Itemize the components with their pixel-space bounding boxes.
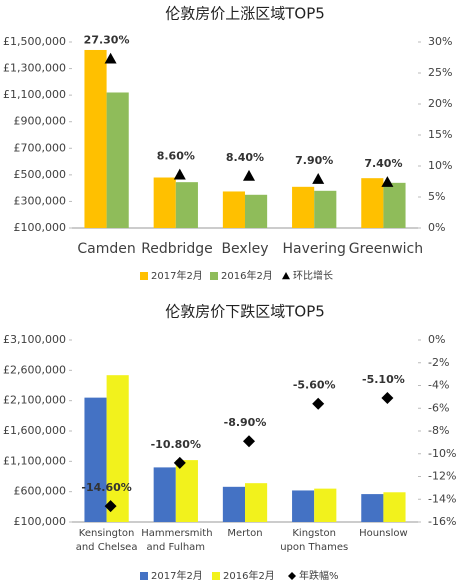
y-tick-label: £100,000 [14,515,67,528]
legend-label: 2017年2月 [151,569,203,582]
y-tick-label: £600,000 [14,485,67,498]
y2-tick-label: -14% [428,492,456,505]
x-tick-label: Greenwich [348,241,424,257]
bar [84,49,107,228]
marker [312,397,325,410]
data-label: -8.90% [224,416,267,429]
y-tick-label: £300,000 [14,194,67,207]
y2-tick-label: -10% [428,447,456,460]
legend-swatch [288,572,296,580]
bar [153,177,176,228]
bar [245,194,268,228]
data-label: -5.60% [293,379,336,392]
data-label: 8.60% [157,150,195,163]
bar [292,490,315,522]
x-tick-label: Kingston upon Thames [280,528,349,553]
bar [153,467,176,522]
y2-tick-label: 0% [428,221,445,234]
y2-tick-label: 20% [428,97,452,110]
marker [243,435,255,448]
data-label: 7.90% [295,154,333,167]
chart-title: 伦敦房价上涨区域TOP5 [165,5,325,23]
y-tick-label: £900,000 [14,115,67,128]
bar [314,488,337,522]
legend-swatch [282,272,290,280]
bar [175,182,198,228]
legend-label: 年跌幅% [299,569,339,582]
y-tick-label: £2,100,000 [3,394,66,407]
marker [173,456,186,469]
bar [175,460,198,522]
y-tick-label: £100,000 [14,221,67,234]
bar [84,397,107,522]
marker [312,173,325,184]
marker [243,169,255,181]
y-tick-label: £700,000 [14,141,67,154]
marker [381,392,394,405]
y2-tick-label: -8% [428,424,449,437]
chart-title: 伦敦房价下跌区域TOP5 [165,303,325,321]
y-tick-label: £500,000 [14,168,67,181]
y-tick-label: £1,600,000 [3,424,66,437]
y-tick-label: £1,500,000 [3,35,66,48]
bar [106,375,129,522]
bar [383,182,406,228]
y2-tick-label: -16% [428,515,456,528]
bar [292,186,315,228]
legend-swatch [140,272,148,280]
y2-tick-label: 15% [428,128,452,141]
x-tick-label: Merton [227,528,263,539]
legend-swatch [210,272,218,280]
bar [222,191,245,228]
x-tick-label: Hounslow [359,528,408,539]
bar [314,190,337,228]
y2-tick-label: 5% [428,190,445,203]
data-label: -14.60% [81,481,131,494]
y2-tick-label: -2% [428,356,449,369]
y2-tick-label: 30% [428,35,452,48]
y2-tick-label: 10% [428,159,452,172]
y-tick-label: £1,100,000 [3,454,66,467]
y2-tick-label: 25% [428,66,452,79]
legend-swatch [212,572,220,580]
x-tick-label: Bexley [221,241,269,257]
y-tick-label: £3,100,000 [3,333,66,346]
y2-tick-label: -12% [428,470,456,483]
legend-label: 环比增长 [293,269,333,282]
data-label: 27.30% [84,34,130,47]
data-label: -10.80% [151,438,201,451]
x-tick-label: Hammersmith and Fulham [141,528,213,553]
marker [381,176,394,187]
data-label: 8.40% [226,151,264,164]
y2-tick-label: 0% [428,333,445,346]
y-tick-label: £2,600,000 [3,363,66,376]
x-tick-label: Havering [282,241,346,257]
x-tick-label: Redbridge [141,241,213,257]
legend-label: 2016年2月 [223,569,275,582]
y2-tick-label: -6% [428,401,449,414]
legend-label: 2016年2月 [221,269,273,282]
y-tick-label: £1,300,000 [3,62,66,75]
x-tick-label: Kensington and Chelsea [75,528,138,553]
bar [245,483,268,522]
y-tick-label: £1,100,000 [3,88,66,101]
x-tick-label: Camden [77,241,136,257]
legend-label: 2017年2月 [151,269,203,282]
bar [361,494,384,522]
marker [104,500,117,513]
data-label: 7.40% [364,157,402,170]
bar [361,178,384,228]
marker [104,52,117,64]
legend-swatch [140,572,148,580]
marker [173,168,186,180]
data-label: -5.10% [362,373,405,386]
bar [383,492,406,522]
bar [222,486,245,522]
y2-tick-label: -4% [428,379,449,392]
bar [106,92,129,228]
